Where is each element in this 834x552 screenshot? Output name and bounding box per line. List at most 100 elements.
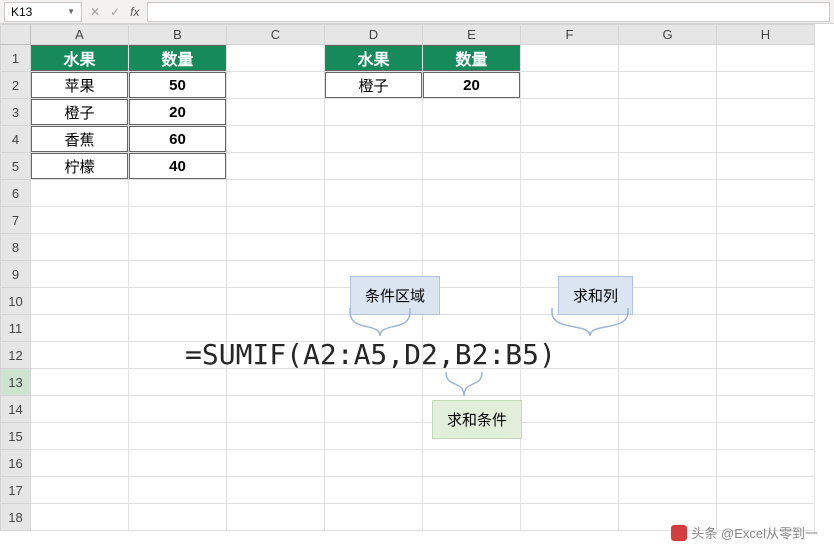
cell[interactable] xyxy=(717,126,815,153)
row-header-9[interactable]: 9 xyxy=(1,261,31,288)
cell[interactable] xyxy=(619,450,717,477)
cell[interactable] xyxy=(521,288,619,315)
cell[interactable] xyxy=(325,315,423,342)
cell[interactable] xyxy=(129,450,227,477)
cell[interactable] xyxy=(717,288,815,315)
cell[interactable] xyxy=(619,45,717,72)
cell[interactable] xyxy=(717,450,815,477)
row-header-13[interactable]: 13 xyxy=(1,369,31,396)
col-header-C[interactable]: C xyxy=(227,25,325,45)
row-header-14[interactable]: 14 xyxy=(1,396,31,423)
cell[interactable] xyxy=(423,423,521,450)
row-header-2[interactable]: 2 xyxy=(1,72,31,99)
cell[interactable] xyxy=(227,207,325,234)
cell[interactable] xyxy=(619,342,717,369)
cell[interactable] xyxy=(717,261,815,288)
cell[interactable] xyxy=(423,261,521,288)
cell[interactable] xyxy=(31,261,129,288)
cell[interactable]: 50 xyxy=(129,72,227,99)
cell[interactable] xyxy=(129,396,227,423)
cell[interactable] xyxy=(423,99,521,126)
cell[interactable] xyxy=(423,180,521,207)
cell[interactable] xyxy=(619,234,717,261)
cell[interactable] xyxy=(31,315,129,342)
cell[interactable] xyxy=(31,396,129,423)
cell[interactable] xyxy=(423,315,521,342)
spreadsheet-grid[interactable]: ABCDEFGH1水果数量水果数量2苹果50橙子203橙子204香蕉605柠檬4… xyxy=(0,24,815,531)
cell[interactable] xyxy=(717,72,815,99)
cell[interactable]: 橙子 xyxy=(325,72,423,99)
cell[interactable] xyxy=(31,207,129,234)
cell[interactable] xyxy=(423,126,521,153)
cell[interactable] xyxy=(717,153,815,180)
cell[interactable] xyxy=(717,99,815,126)
col-header-A[interactable]: A xyxy=(31,25,129,45)
cell[interactable] xyxy=(129,288,227,315)
cell[interactable] xyxy=(619,126,717,153)
cell[interactable] xyxy=(129,477,227,504)
cell[interactable] xyxy=(717,45,815,72)
cell[interactable] xyxy=(325,477,423,504)
cell[interactable]: 水果 xyxy=(325,45,423,72)
cell[interactable] xyxy=(619,153,717,180)
cell[interactable] xyxy=(717,477,815,504)
cell[interactable] xyxy=(325,207,423,234)
cell[interactable] xyxy=(227,45,325,72)
cell[interactable] xyxy=(227,288,325,315)
cell[interactable] xyxy=(521,450,619,477)
cell[interactable] xyxy=(423,234,521,261)
cell[interactable] xyxy=(521,504,619,531)
cancel-icon[interactable]: ✕ xyxy=(90,5,100,19)
cell[interactable] xyxy=(227,504,325,531)
cell[interactable]: 香蕉 xyxy=(31,126,129,153)
cell[interactable] xyxy=(619,288,717,315)
cell[interactable] xyxy=(619,369,717,396)
cell[interactable] xyxy=(325,153,423,180)
cell[interactable] xyxy=(325,450,423,477)
cell[interactable] xyxy=(423,369,521,396)
cell[interactable] xyxy=(325,288,423,315)
cell[interactable] xyxy=(423,207,521,234)
cell[interactable]: 苹果 xyxy=(31,72,129,99)
cell[interactable] xyxy=(619,315,717,342)
row-header-5[interactable]: 5 xyxy=(1,153,31,180)
row-header-18[interactable]: 18 xyxy=(1,504,31,531)
cell[interactable] xyxy=(423,288,521,315)
cell[interactable] xyxy=(325,99,423,126)
row-header-8[interactable]: 8 xyxy=(1,234,31,261)
row-header-17[interactable]: 17 xyxy=(1,477,31,504)
cell[interactable] xyxy=(521,180,619,207)
cell[interactable] xyxy=(227,450,325,477)
cell[interactable] xyxy=(325,369,423,396)
cell[interactable] xyxy=(423,153,521,180)
row-header-1[interactable]: 1 xyxy=(1,45,31,72)
cell[interactable]: 20 xyxy=(423,72,521,99)
cell[interactable] xyxy=(325,423,423,450)
cell[interactable] xyxy=(129,261,227,288)
cell[interactable]: 60 xyxy=(129,126,227,153)
name-box[interactable]: K13 ▼ xyxy=(4,2,82,22)
cell[interactable] xyxy=(619,72,717,99)
cell[interactable] xyxy=(521,369,619,396)
cell[interactable] xyxy=(129,234,227,261)
cell[interactable] xyxy=(423,396,521,423)
col-header-B[interactable]: B xyxy=(129,25,227,45)
cell[interactable] xyxy=(619,207,717,234)
fx-icon[interactable]: fx xyxy=(130,5,139,19)
cell[interactable] xyxy=(31,423,129,450)
cell[interactable] xyxy=(227,477,325,504)
row-header-12[interactable]: 12 xyxy=(1,342,31,369)
cell[interactable] xyxy=(325,342,423,369)
cell[interactable] xyxy=(521,126,619,153)
cell[interactable] xyxy=(717,234,815,261)
cell[interactable]: 水果 xyxy=(31,45,129,72)
cell[interactable] xyxy=(521,45,619,72)
cell[interactable] xyxy=(619,423,717,450)
accept-icon[interactable]: ✓ xyxy=(110,5,120,19)
cell[interactable] xyxy=(521,477,619,504)
cell[interactable] xyxy=(227,369,325,396)
cell[interactable] xyxy=(717,369,815,396)
cell[interactable] xyxy=(31,369,129,396)
cell[interactable] xyxy=(31,288,129,315)
cell[interactable] xyxy=(521,72,619,99)
